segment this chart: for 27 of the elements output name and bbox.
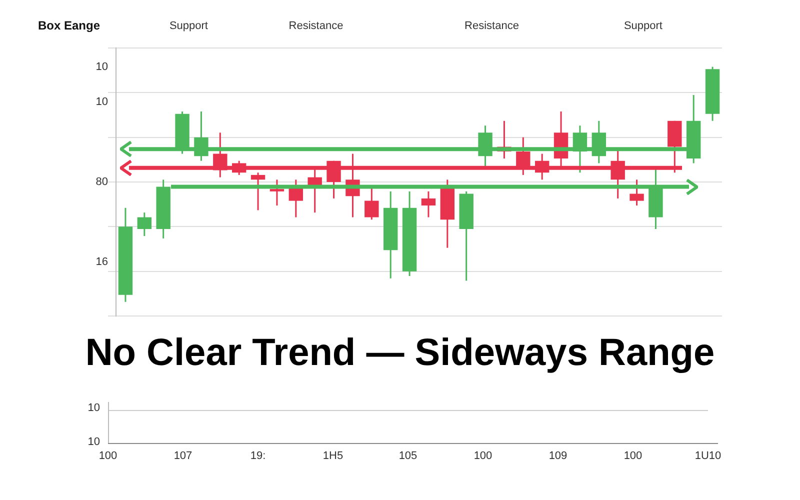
text: 1U10	[694, 450, 722, 462]
text: 10	[88, 436, 100, 448]
text: Support	[624, 20, 662, 32]
text: Support	[169, 20, 208, 32]
candlestick	[630, 178, 644, 206]
candlestick	[364, 186, 379, 220]
text: Resistance	[288, 20, 344, 32]
text: 107	[172, 450, 194, 462]
text: 10	[96, 60, 108, 73]
text: 10	[96, 96, 108, 108]
candlestick	[270, 178, 284, 206]
text: 10	[88, 402, 100, 414]
candlestick	[421, 190, 436, 218]
text: 105	[398, 450, 418, 462]
text: Resistance	[464, 20, 519, 32]
text: 100	[98, 450, 118, 462]
text: 1H5	[322, 450, 344, 462]
text: No Clear Trend — Sideways Range	[84, 332, 716, 375]
text: 16	[96, 256, 108, 268]
text: 109	[548, 450, 568, 462]
candlestick	[137, 212, 152, 237]
text: 19:	[249, 450, 267, 462]
text: 100	[472, 450, 494, 462]
candlestick	[250, 172, 266, 211]
text: 100	[622, 450, 644, 462]
text: 80	[96, 176, 108, 188]
y-axis-title: Box Eange	[38, 18, 100, 32]
